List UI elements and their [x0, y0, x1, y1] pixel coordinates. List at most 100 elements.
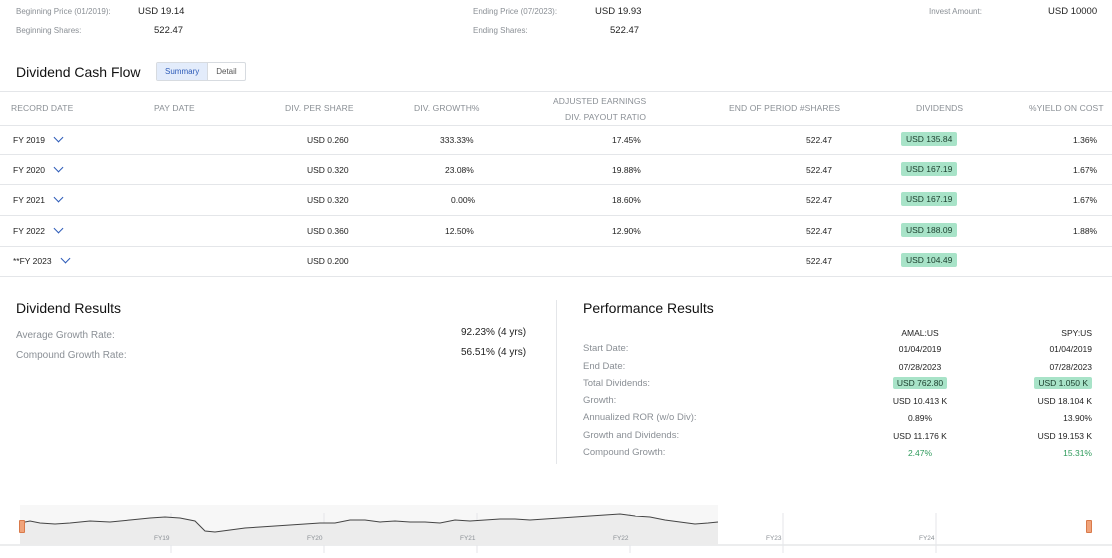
perf-label-growth: Growth: [583, 395, 617, 406]
row-yield: 1.67% [1073, 165, 1098, 175]
header-dividends[interactable]: DIVIDENDS [916, 103, 964, 113]
row-expand-toggle[interactable]: **FY 2023 [13, 253, 71, 266]
tab-summary[interactable]: Summary [157, 63, 209, 80]
perf-value-spy: USD 18.104 K [1037, 396, 1092, 406]
perf-value-amal: 0.89% [907, 413, 933, 423]
perf-label-start-date: Start Date: [583, 343, 629, 354]
perf-label-total-dividends: Total Dividends: [583, 378, 651, 389]
performance-results-title: Performance Results [583, 300, 714, 316]
navigator-tick: FY21 [460, 535, 476, 542]
navigator-tick: FY23 [766, 535, 782, 542]
row-div-growth: 0.00% [451, 195, 476, 205]
navigator-tick: FY19 [154, 535, 170, 542]
row-end-shares: 522.47 [806, 226, 832, 236]
perf-label-growth-and-dividends: Growth and Dividends: [583, 430, 680, 441]
perf-value-spy: USD 1.050 K [1002, 377, 1092, 389]
beginning-shares-label: Beginning Shares: [16, 26, 82, 35]
perf-col-header-amal: AMAL:US [901, 328, 939, 338]
chevron-down-icon[interactable] [53, 192, 64, 203]
row-end-shares: 522.47 [806, 135, 832, 145]
navigator-tick: FY24 [919, 535, 935, 542]
row-dividends-badge: USD 104.49 [901, 253, 958, 267]
results-divider [556, 300, 557, 464]
perf-value-spy: 07/28/2023 [1049, 362, 1092, 372]
row-end-shares: 522.47 [806, 165, 832, 175]
perf-label-compound-growth: Compound Growth: [583, 447, 666, 458]
header-pay-date[interactable]: PAY DATE [154, 103, 195, 113]
perf-label-annualized-ror: Annualized ROR (w/o Div): [583, 412, 697, 423]
row-div-growth: 12.50% [445, 226, 474, 236]
row-dividends-badge: USD 167.19 [901, 162, 958, 176]
row-div-per-share: USD 0.260 [307, 135, 349, 145]
perf-label-end-date: End Date: [583, 361, 626, 372]
perf-value-spy: 13.90% [1063, 413, 1092, 423]
chevron-down-icon[interactable] [53, 223, 64, 234]
header-divider [0, 125, 1112, 126]
row-dividends-badge: USD 167.19 [901, 192, 958, 206]
tab-detail[interactable]: Detail [216, 67, 237, 76]
ending-shares-label: Ending Shares: [473, 26, 528, 35]
row-period: FY 2022 [13, 226, 45, 236]
perf-value-amal: USD 762.80 [880, 377, 960, 389]
row-end-shares: 522.47 [806, 256, 832, 266]
perf-value-spy: 15.31% [1063, 448, 1092, 458]
header-yield-on-cost[interactable]: %YIELD ON COST [1029, 103, 1104, 113]
row-div-per-share: USD 0.320 [307, 195, 349, 205]
header-div-per-share[interactable]: DIV. PER SHARE [285, 103, 354, 113]
perf-value-amal: 2.47% [907, 448, 933, 458]
row-expand-toggle[interactable]: FY 2019 [13, 132, 64, 145]
timeline-navigator[interactable]: FY19 FY20 FY21 FY22 FY23 FY24 [0, 505, 1112, 558]
row-divider [0, 215, 1112, 216]
row-yield: 1.67% [1073, 195, 1098, 205]
compound-growth-value: 56.51% (4 yrs) [461, 347, 527, 358]
ending-shares-value: 522.47 [610, 25, 640, 36]
row-div-growth: 23.08% [445, 165, 474, 175]
chevron-down-icon[interactable] [60, 253, 71, 264]
perf-value-amal: 07/28/2023 [898, 362, 942, 372]
navigator-right-handle[interactable] [1086, 520, 1092, 533]
row-period: **FY 2023 [13, 256, 52, 266]
perf-value-spy: USD 19.153 K [1037, 431, 1092, 441]
perf-value-amal: USD 11.176 K [893, 431, 947, 441]
header-div-payout-ratio[interactable]: DIV. PAYOUT RATIO [565, 112, 647, 122]
row-expand-toggle[interactable]: FY 2020 [13, 162, 64, 175]
perf-value-amal: 01/04/2019 [898, 344, 942, 354]
row-divider [0, 246, 1112, 247]
table-top-divider [0, 91, 1112, 92]
row-yield: 1.88% [1073, 226, 1098, 236]
header-adjusted-earnings[interactable]: ADJUSTED EARNINGS [553, 96, 647, 106]
total-dividends-badge: USD 1.050 K [1034, 377, 1092, 389]
row-divider [0, 184, 1112, 185]
beginning-price-value: USD 19.14 [138, 6, 185, 17]
row-payout-ratio: 17.45% [612, 135, 641, 145]
dividend-results-title: Dividend Results [16, 300, 122, 316]
navigator-sparkline [0, 505, 1112, 553]
row-expand-toggle[interactable]: FY 2021 [13, 192, 64, 205]
compound-growth-label: Compound Growth Rate: [16, 350, 127, 361]
row-payout-ratio: 18.60% [612, 195, 641, 205]
header-record-date[interactable]: RECORD DATE [11, 103, 74, 113]
navigator-tick: FY22 [613, 535, 629, 542]
chevron-down-icon[interactable] [53, 132, 64, 143]
row-expand-toggle[interactable]: FY 2022 [13, 223, 64, 236]
chevron-down-icon[interactable] [53, 162, 64, 173]
ending-price-label: Ending Price (07/2023): [473, 7, 558, 16]
perf-col-header-spy: SPY:US [1061, 328, 1092, 338]
row-period: FY 2020 [13, 165, 45, 175]
view-toggle: Summary Detail [156, 62, 246, 81]
header-div-growth[interactable]: DIV. GROWTH% [414, 103, 480, 113]
beginning-shares-value: 522.47 [154, 25, 184, 36]
ending-price-value: USD 19.93 [595, 6, 642, 17]
row-div-per-share: USD 0.200 [307, 256, 349, 266]
perf-value-amal: USD 10.413 K [892, 396, 948, 406]
row-payout-ratio: 12.90% [612, 226, 641, 236]
row-payout-ratio: 19.88% [612, 165, 641, 175]
header-end-shares[interactable]: END OF PERIOD #SHARES [729, 103, 841, 113]
perf-value-spy: 01/04/2019 [1049, 344, 1092, 354]
average-growth-label: Average Growth Rate: [16, 330, 115, 341]
row-yield: 1.36% [1073, 135, 1098, 145]
invest-amount-value: USD 10000 [1048, 6, 1098, 17]
row-dividends-badge: USD 188.09 [901, 223, 958, 237]
invest-amount-label: Invest Amount: [929, 7, 982, 16]
navigator-left-handle[interactable] [19, 520, 25, 533]
